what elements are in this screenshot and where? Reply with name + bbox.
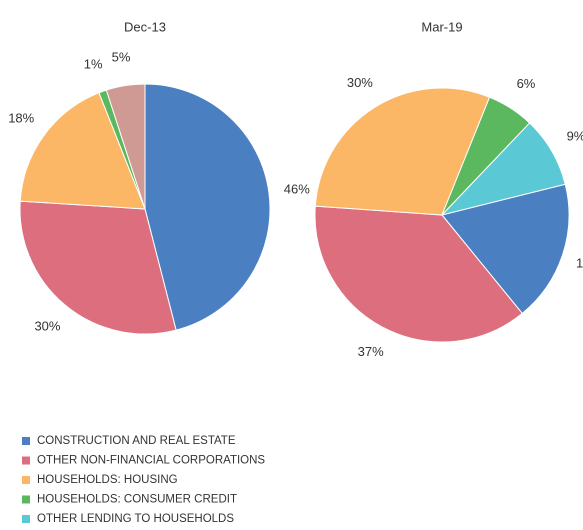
pie-slice (144, 83, 271, 331)
data-label: 6% (517, 76, 536, 91)
legend-label: HOUSEHOLDS: HOUSING (37, 474, 178, 486)
pie-title: Dec-13 (124, 19, 166, 34)
pie-slice (19, 92, 146, 210)
legend-swatch (22, 437, 30, 445)
data-label: 5% (112, 49, 131, 64)
legend-label: OTHER LENDING TO HOUSEHOLDS (37, 513, 234, 525)
data-label: 30% (34, 318, 60, 333)
data-label: 18% (8, 111, 34, 126)
pie-slice (440, 122, 566, 216)
data-label: 18% (576, 255, 583, 270)
legend-label: CONSTRUCTION AND REAL ESTATE (37, 435, 236, 447)
legend-swatch (22, 515, 30, 523)
legend-swatch (22, 495, 30, 504)
pie-slice (441, 183, 570, 315)
pie-title: Mar-19 (421, 19, 462, 34)
data-label: 9% (567, 128, 583, 143)
legend-swatch (22, 476, 30, 484)
pie-slice (105, 83, 146, 210)
data-label: 37% (358, 344, 384, 359)
pie-slice (19, 200, 177, 335)
legend-swatch (22, 456, 30, 465)
pie-slice (314, 87, 491, 216)
legend-label: HOUSEHOLDS: CONSUMER CREDIT (37, 494, 237, 506)
data-label: 46% (284, 181, 310, 196)
data-label: 30% (347, 75, 373, 90)
pie-slice (314, 205, 523, 343)
legend-label: OTHER NON-FINANCIAL CORPORATIONS (37, 455, 265, 467)
data-label: 1% (84, 56, 103, 71)
